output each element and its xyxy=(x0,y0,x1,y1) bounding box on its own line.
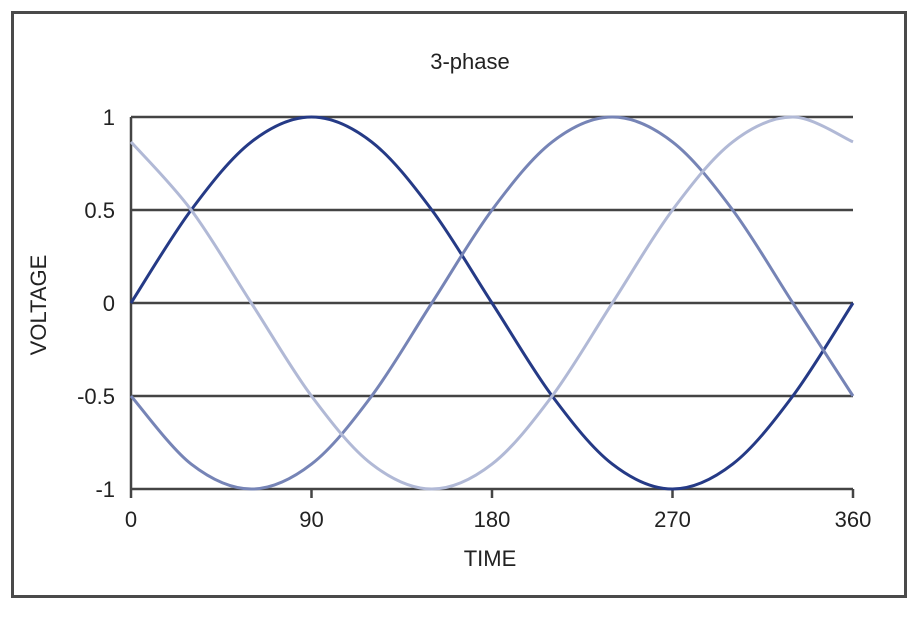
series-line-1 xyxy=(129,115,855,491)
y-tick-label: -1 xyxy=(95,477,115,502)
chart-frame: 3-phase 1 0.5 0 -0.5 -1 0 90 180 270 360 TIME VOL… xyxy=(11,11,907,598)
series-lines xyxy=(129,115,855,491)
tick-labels: 1 0.5 0 -0.5 -1 0 90 180 270 360 xyxy=(77,105,871,532)
y-tick-label: 0.5 xyxy=(84,198,115,223)
chart: 3-phase 1 0.5 0 -0.5 -1 0 90 180 270 360 TIME VOL… xyxy=(26,49,871,571)
y-tick-label: -0.5 xyxy=(77,384,115,409)
x-tick-label: 360 xyxy=(835,507,872,532)
x-tick-label: 90 xyxy=(299,507,323,532)
axes xyxy=(129,117,855,498)
y-tick-label: 0 xyxy=(103,291,115,316)
x-tick-label: 0 xyxy=(125,507,137,532)
y-tick-label: 1 xyxy=(103,105,115,130)
y-axis-label: VOLTAGE xyxy=(26,255,51,356)
series-line-2 xyxy=(129,115,855,491)
x-axis-label: TIME xyxy=(464,546,517,571)
series-line-3 xyxy=(129,115,854,491)
x-tick-label: 180 xyxy=(474,507,511,532)
x-tick-label: 270 xyxy=(654,507,691,532)
chart-title: 3-phase xyxy=(430,49,510,74)
